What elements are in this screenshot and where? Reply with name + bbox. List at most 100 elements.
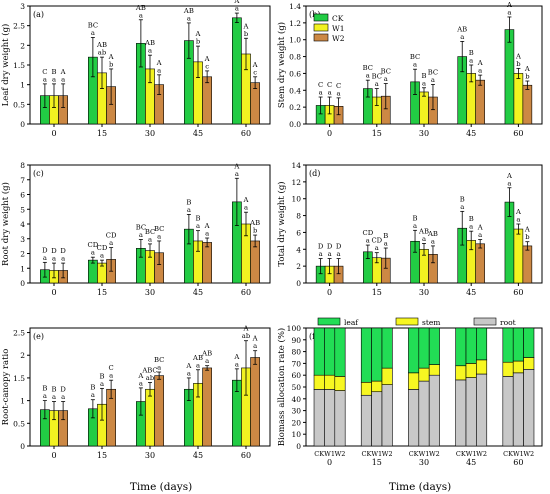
- treatment-tick-label: CK: [456, 450, 466, 458]
- stack-root: [408, 389, 420, 447]
- significance-letter-lower: b: [109, 60, 114, 68]
- significance-letter-upper: AB: [183, 7, 194, 15]
- significance-letter-lower: a: [384, 240, 388, 248]
- significance-letter-upper: A: [477, 59, 483, 67]
- x-tick-label: 30: [419, 458, 429, 467]
- y-tick-label: 2.5: [13, 22, 25, 31]
- bar-w2: [202, 367, 212, 447]
- stack-leaf: [334, 327, 346, 377]
- stack-root: [476, 373, 488, 447]
- significance-letter-upper: A: [243, 325, 249, 333]
- significance-letter-upper: A: [233, 353, 239, 361]
- significance-letter-lower: a: [235, 360, 239, 368]
- significance-letter-upper: B: [196, 215, 201, 223]
- significance-letter-upper: B: [186, 198, 191, 206]
- significance-letter-lower: a: [157, 66, 161, 74]
- x-tick-label: 45: [193, 288, 203, 297]
- panel-label: (c): [33, 169, 44, 178]
- significance-letter-lower: a: [52, 255, 56, 263]
- significance-letter-upper: B: [90, 384, 95, 392]
- significance-letter-lower: a: [52, 75, 56, 83]
- x-tick-label: 0: [327, 458, 332, 467]
- significance-letter-lower: a: [196, 222, 200, 230]
- treatment-tick-label: CK: [361, 450, 371, 458]
- significance-letter-upper: CD: [363, 229, 374, 237]
- bar-w2: [202, 76, 212, 125]
- stack-stem: [381, 367, 393, 385]
- significance-letter-lower: a: [235, 170, 239, 178]
- significance-letter-upper: CD: [371, 237, 382, 245]
- significance-letter-lower: b: [244, 30, 249, 38]
- bar-w1: [513, 228, 524, 284]
- stack-root: [334, 390, 346, 447]
- x-tick-label: 30: [419, 288, 429, 297]
- significance-letter-lower: a: [157, 364, 161, 372]
- legend-swatch-leaf: [317, 317, 341, 326]
- y-tick-label: 8: [296, 212, 301, 221]
- significance-letter-lower: a: [91, 249, 95, 257]
- treatment-tick-label: CK: [314, 450, 324, 458]
- y-tick-label: 90: [291, 336, 301, 345]
- stack-stem: [334, 376, 346, 391]
- y-tick-label: 4: [20, 220, 25, 229]
- significance-letter-lower: a: [157, 232, 161, 240]
- x-tick-label: 0: [51, 451, 56, 460]
- x-tick-label: 60: [241, 288, 251, 297]
- significance-letter-lower: a: [52, 393, 56, 401]
- y-tick-label: 30: [291, 407, 301, 416]
- y-tick-label: 4: [296, 245, 301, 254]
- significance-letter-lower: a: [235, 5, 239, 13]
- y-tick-label: 0.6: [289, 69, 301, 78]
- stack-leaf: [360, 327, 372, 383]
- significance-letter-lower: a: [337, 250, 341, 258]
- y-tick-label: 14: [291, 161, 301, 170]
- significance-letter-upper: A: [515, 208, 521, 216]
- significance-letter-lower: ab: [146, 374, 155, 382]
- significance-letter-lower: a: [413, 61, 417, 69]
- significance-letter-upper: BC: [88, 21, 98, 29]
- significance-letter-lower: a: [91, 391, 95, 399]
- bar-w2: [250, 240, 260, 284]
- significance-letter-lower: c: [253, 68, 257, 76]
- significance-letter-lower: a: [516, 216, 520, 224]
- significance-letter-upper: A: [60, 68, 66, 76]
- x-tick-label: 60: [513, 129, 523, 138]
- y-tick-label: 1.2: [289, 19, 301, 28]
- y-tick-label: 1: [20, 264, 25, 273]
- significance-letter-upper: A: [477, 224, 483, 232]
- significance-letter-lower: a: [205, 230, 209, 238]
- significance-letter-lower: a: [319, 89, 323, 97]
- significance-letter-lower: a: [61, 75, 65, 83]
- significance-letter-upper: ABC: [141, 366, 157, 374]
- significance-letter-lower: a: [507, 179, 511, 187]
- treatment-tick-label: W2: [335, 450, 346, 458]
- legend-label-leaf: leaf: [344, 318, 359, 327]
- significance-letter-upper: A: [243, 22, 249, 30]
- treatment-tick-label: W1: [324, 450, 335, 458]
- significance-letter-lower: a: [507, 8, 511, 16]
- significance-letter-upper: B: [460, 195, 465, 203]
- significance-letter-upper: A: [252, 61, 258, 69]
- bar-ck: [504, 29, 515, 125]
- significance-letter-upper: C: [336, 82, 341, 90]
- bar-w2: [522, 84, 533, 125]
- treatment-tick-label: CK: [503, 450, 513, 458]
- significance-letter-upper: C: [42, 68, 47, 76]
- significance-letter-lower: a: [244, 204, 248, 212]
- significance-letter-lower: a: [61, 255, 65, 263]
- significance-letter-lower: a: [109, 239, 113, 247]
- significance-letter-lower: a: [460, 203, 464, 211]
- stack-stem: [360, 381, 372, 396]
- stack-stem: [512, 360, 524, 374]
- significance-letter-upper: BC: [154, 356, 164, 364]
- significance-letter-upper: B: [52, 386, 57, 394]
- y-tick-label: 70: [291, 359, 301, 368]
- y-tick-label: 20: [291, 418, 301, 427]
- legend-swatch-root: [473, 317, 497, 326]
- significance-letter-lower: a: [375, 244, 379, 252]
- significance-letter-upper: D: [336, 243, 342, 251]
- significance-letter-upper: BC: [428, 68, 438, 76]
- significance-letter-upper: B: [383, 232, 388, 240]
- panel-label: (d): [309, 169, 320, 178]
- legend-label-ck: CK: [332, 14, 344, 23]
